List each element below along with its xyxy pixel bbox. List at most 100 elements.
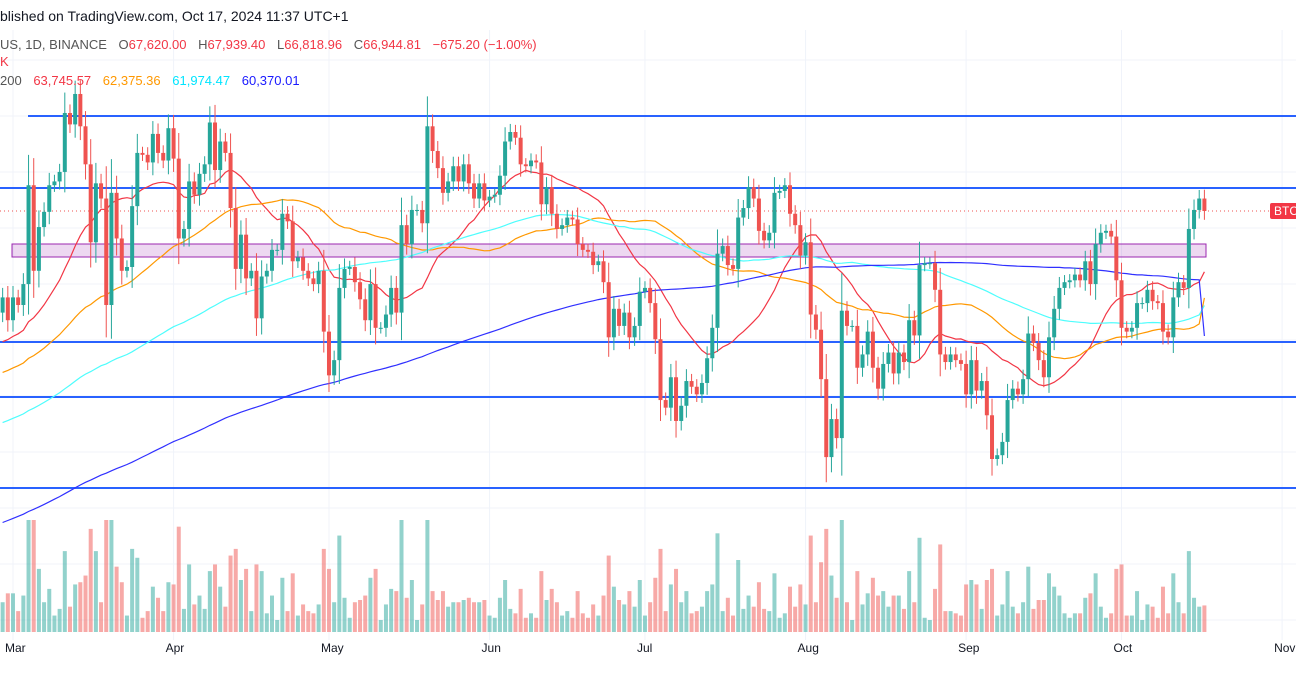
candle-body <box>1135 303 1140 328</box>
volume-bar <box>699 606 704 632</box>
candle-body <box>720 246 725 254</box>
candle-body <box>466 164 471 184</box>
volume-bar <box>1176 602 1181 632</box>
volume-bar <box>819 562 824 632</box>
candle-body <box>1062 282 1067 288</box>
candle-body <box>808 242 813 315</box>
candle-body <box>1103 230 1108 233</box>
candle-body <box>456 166 461 182</box>
candle-body <box>394 287 399 313</box>
candle-body <box>938 289 943 355</box>
volume-bar <box>762 608 767 632</box>
candles <box>0 80 1207 483</box>
candle-body <box>901 352 906 363</box>
candle-body <box>1150 289 1155 302</box>
volume-bar <box>166 582 171 632</box>
candle-body <box>622 312 627 326</box>
volume-bar <box>482 600 487 632</box>
candle-body <box>1109 230 1114 237</box>
candle-body <box>270 249 274 271</box>
volume-bar <box>88 528 93 632</box>
volume-bar <box>161 611 166 632</box>
volume-bar <box>1103 617 1108 632</box>
volume-bar <box>1135 591 1140 632</box>
grid <box>0 30 1296 640</box>
volume-bar <box>969 580 974 632</box>
candle-body <box>1072 274 1077 281</box>
volume-bar <box>684 591 689 632</box>
candle-body <box>347 266 352 269</box>
candle-body <box>777 190 782 193</box>
candle-body <box>979 381 984 391</box>
purple-zone <box>11 243 1207 258</box>
volume-bar <box>756 582 761 632</box>
high-label: H <box>198 37 208 52</box>
volume-bar <box>420 604 425 632</box>
volume-bar <box>1129 615 1134 632</box>
candle-body <box>876 367 881 389</box>
volume-bar <box>1202 605 1207 632</box>
price-tag: BTC <box>1270 203 1296 219</box>
candle-body <box>337 287 342 361</box>
volume-bar <box>674 568 679 632</box>
volume-bar <box>1005 571 1010 632</box>
volume-bar <box>52 615 57 632</box>
candle-body <box>295 257 300 262</box>
volume-bar <box>539 571 544 632</box>
candle-body <box>166 128 171 161</box>
volume-bar <box>964 584 969 632</box>
volume-bar <box>782 613 787 632</box>
candle-body <box>1176 282 1181 298</box>
candle-body <box>264 270 269 277</box>
ma200-line <box>2 261 1205 524</box>
volume-bar <box>679 602 684 632</box>
candle-body <box>254 270 259 319</box>
volume-bar <box>383 604 388 632</box>
volume-bar <box>1093 573 1098 632</box>
volume-bar <box>270 595 274 632</box>
candle-body <box>16 297 21 306</box>
candle-body <box>275 249 280 251</box>
candle-body <box>435 151 440 169</box>
candle-body <box>31 185 36 271</box>
candle-body <box>958 360 963 364</box>
candle-body <box>881 363 886 389</box>
x-tick-label: Mar <box>5 641 26 655</box>
volume-bar <box>529 613 533 632</box>
volume-bar <box>326 568 331 632</box>
candle-body <box>5 297 10 321</box>
volume-bar <box>378 620 383 632</box>
candle-body <box>1186 228 1191 288</box>
volume-bar <box>363 595 368 632</box>
candle-body <box>213 122 218 171</box>
candle-body <box>969 360 974 395</box>
volume-bar <box>617 600 622 632</box>
volume-bar <box>1155 617 1160 632</box>
candle-body <box>207 122 212 165</box>
candle-body <box>1166 331 1171 338</box>
candle-body <box>109 192 114 306</box>
candle-body <box>425 126 430 224</box>
candle-body <box>844 310 849 326</box>
volume-bar <box>865 593 870 632</box>
volume-bar <box>31 520 36 632</box>
candle-body <box>1192 209 1197 229</box>
candle-body <box>389 287 394 315</box>
candle-body <box>788 185 792 214</box>
open-value: 67,620.00 <box>128 37 187 52</box>
volume-bar <box>917 537 922 632</box>
candle-body <box>249 270 254 279</box>
candle-body <box>948 354 953 363</box>
high-value: 67,939.40 <box>207 37 266 52</box>
candle-body <box>192 181 197 195</box>
volume-bar <box>477 602 482 632</box>
candle-body <box>575 219 580 245</box>
volume-bar <box>213 564 218 632</box>
low-label: L <box>277 37 285 52</box>
volume-bar <box>606 555 611 632</box>
volume-bar <box>42 602 47 632</box>
candle-body <box>782 185 787 191</box>
candle-body <box>83 126 88 165</box>
volume-bar <box>290 573 295 632</box>
